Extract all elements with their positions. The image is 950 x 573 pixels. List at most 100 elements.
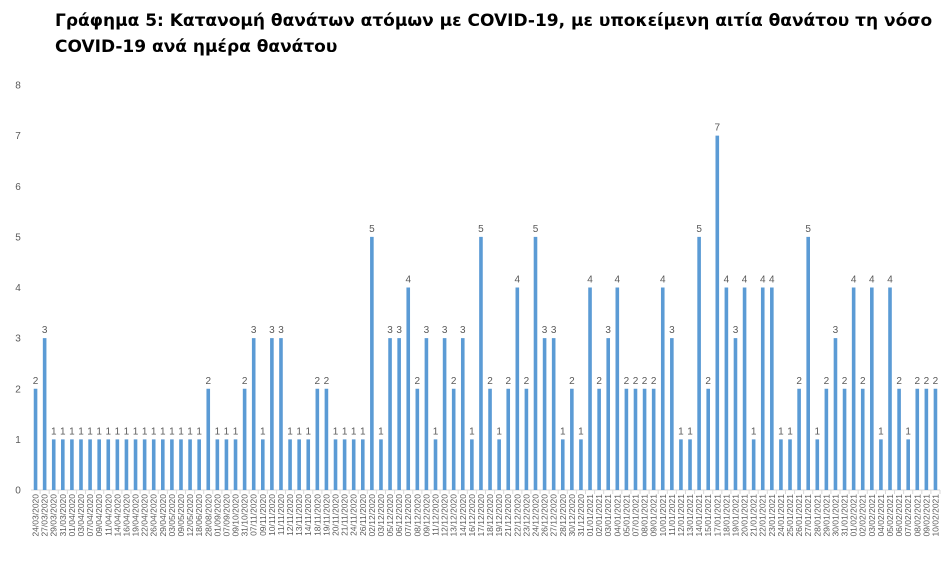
value-label: 1	[215, 426, 221, 437]
value-label: 1	[124, 426, 130, 437]
bar	[124, 439, 129, 490]
x-tick-label: 14/11/2020	[303, 494, 313, 536]
value-label: 2	[933, 376, 939, 387]
x-tick-label: 11/12/2020	[431, 494, 441, 536]
bar	[70, 439, 74, 490]
x-tick-label: 31/03/2020	[58, 494, 68, 537]
x-tick-label: 31/10/2020	[240, 494, 250, 537]
value-label: 4	[769, 275, 775, 286]
x-tick-label: 29/03/2020	[49, 494, 59, 537]
y-tick-label: 0	[15, 486, 21, 497]
y-tick-label: 8	[15, 81, 21, 92]
bar	[851, 287, 856, 490]
x-tick-label: 06/12/2020	[394, 494, 404, 537]
x-tick-label: 08/02/2021	[912, 494, 922, 537]
value-label: 1	[260, 426, 266, 437]
bar	[515, 287, 520, 490]
value-label: 1	[778, 426, 784, 437]
bar	[260, 439, 265, 490]
value-label: 2	[569, 376, 575, 387]
value-label: 2	[451, 376, 457, 387]
bar	[597, 388, 601, 490]
bar	[433, 439, 438, 490]
x-tick-label: 24/11/2020	[349, 494, 359, 536]
bar	[424, 338, 429, 490]
bar	[579, 439, 583, 490]
bar	[588, 287, 592, 490]
value-label: 2	[596, 376, 602, 387]
x-tick-label: 03/04/2020	[76, 494, 86, 537]
value-label: 1	[342, 426, 348, 437]
x-tick-label: 27/01/2021	[803, 494, 813, 537]
x-tick-label: 09/10/2020	[231, 494, 241, 537]
bar	[415, 388, 420, 490]
bar	[161, 439, 165, 490]
bar	[870, 287, 874, 490]
value-label: 1	[878, 426, 884, 437]
x-tick-label: 10/11/2020	[267, 494, 277, 536]
value-label: 1	[178, 426, 184, 437]
value-label: 3	[733, 325, 739, 336]
x-tick-label: 14/04/2020	[112, 494, 122, 537]
value-label: 1	[160, 426, 166, 437]
bar	[206, 388, 211, 490]
value-label: 1	[133, 426, 139, 437]
bar	[888, 287, 892, 490]
bar	[460, 338, 465, 490]
x-tick-label: 31/12/2020	[576, 494, 586, 537]
value-label: 3	[424, 325, 430, 336]
x-tick-label: 31/01/2021	[840, 494, 850, 537]
bar	[188, 439, 192, 490]
bar	[379, 439, 383, 490]
x-tick-label: 15/01/2021	[703, 494, 713, 537]
y-tick-label: 4	[15, 283, 21, 294]
bar	[560, 439, 565, 490]
bar	[297, 439, 301, 490]
bar	[742, 287, 747, 490]
bar	[797, 388, 801, 490]
value-label: 1	[378, 426, 384, 437]
bar	[215, 439, 220, 490]
bar	[315, 388, 320, 490]
bar	[51, 439, 56, 490]
bar	[288, 439, 292, 490]
x-tick-label: 11/11/2020	[276, 494, 286, 536]
value-label: 1	[51, 426, 57, 437]
value-label: 2	[705, 376, 711, 387]
x-tick-label: 03/01/2021	[603, 494, 613, 537]
x-tick-label: 21/11/2020	[340, 494, 350, 536]
bar	[815, 439, 820, 490]
value-label: 2	[415, 376, 421, 387]
y-tick-label: 3	[15, 334, 21, 345]
value-label: 1	[296, 426, 302, 437]
y-tick-label: 5	[15, 232, 21, 243]
value-label: 2	[315, 376, 321, 387]
bar	[342, 439, 347, 490]
bar	[242, 388, 247, 490]
value-label: 1	[142, 426, 148, 437]
x-tick-label: 18/06/2020	[194, 494, 204, 537]
bar	[606, 338, 611, 490]
bar	[470, 439, 474, 490]
x-tick-label: 27/12/2020	[549, 494, 559, 537]
bar	[397, 338, 401, 490]
bar	[133, 439, 138, 490]
value-label: 2	[242, 376, 248, 387]
bar	[451, 388, 456, 490]
x-tick-label: 01/01/2021	[585, 494, 595, 537]
bar	[788, 439, 792, 490]
bar	[860, 388, 865, 490]
bar	[624, 388, 629, 490]
value-label: 4	[851, 275, 857, 286]
value-label: 3	[251, 325, 257, 336]
value-label: 2	[651, 376, 657, 387]
x-tick-label: 02/02/2021	[858, 494, 868, 537]
bar	[715, 135, 720, 490]
value-label: 3	[387, 325, 393, 336]
value-label: 3	[396, 325, 402, 336]
x-tick-label: 19/04/2020	[131, 494, 141, 537]
value-label: 1	[287, 426, 293, 437]
x-tick-label: 17/12/2020	[476, 494, 486, 537]
x-tick-label: 27/03/2020	[40, 494, 50, 537]
value-label: 5	[369, 224, 375, 235]
